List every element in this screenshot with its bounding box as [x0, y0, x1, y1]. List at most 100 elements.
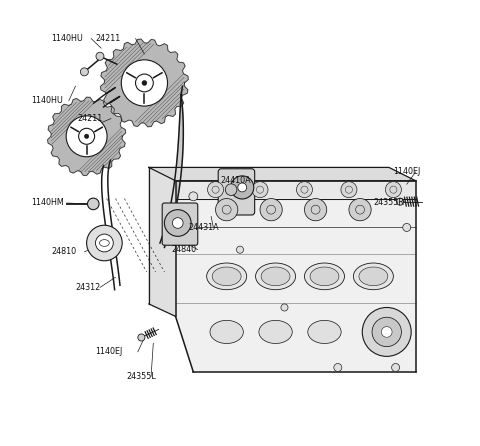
Ellipse shape: [207, 263, 247, 290]
Polygon shape: [170, 205, 175, 212]
Text: 24431A: 24431A: [189, 223, 219, 232]
Polygon shape: [180, 100, 182, 108]
Polygon shape: [177, 162, 182, 168]
Circle shape: [66, 116, 107, 157]
Circle shape: [225, 184, 237, 195]
Polygon shape: [168, 213, 174, 219]
Polygon shape: [173, 192, 178, 198]
Polygon shape: [176, 198, 416, 372]
Polygon shape: [181, 89, 182, 98]
Text: 1140EJ: 1140EJ: [96, 347, 123, 356]
Polygon shape: [180, 119, 183, 126]
Polygon shape: [180, 103, 182, 111]
Polygon shape: [180, 102, 182, 109]
Polygon shape: [180, 124, 183, 132]
Circle shape: [260, 198, 282, 221]
Circle shape: [142, 80, 147, 86]
Polygon shape: [173, 188, 179, 194]
Polygon shape: [180, 109, 183, 116]
Polygon shape: [163, 232, 168, 238]
Polygon shape: [181, 97, 182, 105]
Ellipse shape: [308, 320, 341, 343]
Ellipse shape: [210, 320, 243, 343]
Circle shape: [165, 210, 191, 236]
Polygon shape: [180, 112, 183, 119]
Polygon shape: [180, 107, 183, 114]
Circle shape: [86, 225, 122, 261]
Polygon shape: [180, 107, 183, 115]
Ellipse shape: [255, 263, 296, 290]
Text: 24211: 24211: [78, 114, 103, 123]
Polygon shape: [174, 184, 179, 190]
Polygon shape: [177, 164, 181, 170]
Polygon shape: [180, 110, 183, 118]
Polygon shape: [179, 126, 183, 133]
Polygon shape: [177, 156, 182, 163]
Polygon shape: [171, 202, 176, 208]
Polygon shape: [169, 209, 175, 215]
Circle shape: [334, 363, 342, 372]
Polygon shape: [181, 99, 182, 107]
Polygon shape: [180, 113, 183, 120]
Polygon shape: [178, 153, 182, 159]
Text: 24312: 24312: [75, 283, 101, 292]
Polygon shape: [181, 96, 182, 104]
Polygon shape: [179, 134, 183, 141]
Circle shape: [304, 198, 327, 221]
Polygon shape: [176, 169, 181, 176]
Polygon shape: [175, 177, 180, 183]
Circle shape: [341, 182, 357, 198]
Polygon shape: [180, 121, 183, 128]
Circle shape: [252, 182, 268, 198]
Text: 1140HM: 1140HM: [31, 198, 64, 207]
Polygon shape: [172, 194, 178, 200]
Polygon shape: [161, 238, 167, 244]
Polygon shape: [48, 97, 126, 175]
Polygon shape: [176, 165, 181, 172]
Polygon shape: [179, 131, 183, 138]
Text: 24211: 24211: [96, 34, 121, 43]
Polygon shape: [164, 228, 169, 235]
Circle shape: [362, 307, 411, 356]
Polygon shape: [170, 203, 176, 210]
Polygon shape: [174, 186, 179, 193]
Circle shape: [385, 182, 401, 198]
Circle shape: [349, 198, 371, 221]
Polygon shape: [171, 199, 177, 206]
Text: 24410A: 24410A: [220, 176, 251, 185]
Polygon shape: [161, 240, 166, 246]
Polygon shape: [177, 158, 182, 165]
Polygon shape: [167, 221, 172, 227]
Ellipse shape: [353, 263, 394, 290]
Polygon shape: [181, 93, 182, 102]
Polygon shape: [163, 234, 168, 240]
Polygon shape: [181, 95, 182, 103]
Text: 1140HU: 1140HU: [31, 96, 63, 105]
Polygon shape: [172, 196, 177, 202]
Text: 24355R: 24355R: [373, 198, 404, 207]
Polygon shape: [179, 128, 183, 135]
Polygon shape: [178, 148, 183, 154]
FancyBboxPatch shape: [162, 203, 198, 245]
Polygon shape: [180, 123, 183, 130]
Polygon shape: [180, 114, 183, 122]
Polygon shape: [149, 167, 176, 316]
Circle shape: [84, 134, 89, 139]
Polygon shape: [181, 86, 182, 95]
Polygon shape: [173, 190, 178, 196]
Polygon shape: [178, 151, 182, 157]
Polygon shape: [178, 142, 183, 149]
Circle shape: [121, 60, 168, 106]
Polygon shape: [178, 149, 183, 156]
Circle shape: [237, 246, 243, 253]
Ellipse shape: [359, 267, 388, 286]
Polygon shape: [178, 146, 183, 153]
Circle shape: [189, 192, 198, 201]
Polygon shape: [169, 211, 174, 218]
Polygon shape: [179, 132, 183, 139]
Ellipse shape: [212, 267, 241, 286]
Circle shape: [216, 198, 238, 221]
Polygon shape: [177, 154, 182, 161]
Ellipse shape: [261, 267, 290, 286]
Polygon shape: [165, 226, 170, 233]
